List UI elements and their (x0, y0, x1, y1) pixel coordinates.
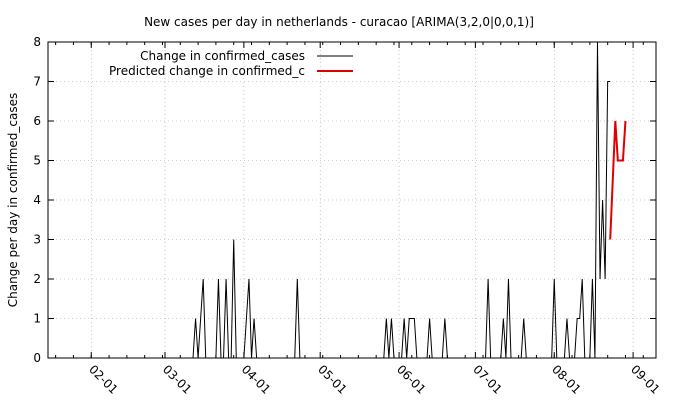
y-tick-label: 2 (33, 272, 41, 286)
chart-title: New cases per day in netherlands - curac… (144, 15, 534, 29)
y-tick-label: 6 (33, 114, 41, 128)
x-tick-label: 04-01 (239, 362, 274, 397)
x-tick-label: 02-01 (86, 362, 121, 397)
plot-area (157, 41, 627, 359)
legend-label: Change in confirmed_cases (140, 49, 305, 63)
x-tick-label: 06-01 (394, 362, 429, 397)
x-tick-label: 03-01 (160, 362, 195, 397)
x-tick-label: 05-01 (315, 362, 350, 397)
series-line-0 (157, 41, 611, 359)
x-tick-label: 08-01 (549, 362, 584, 397)
y-tick-label: 8 (33, 35, 41, 49)
x-axis: 02-01 03-01 04-01 05-01 06-01 07-01 08-01 09-01 (55, 42, 663, 397)
y-axis-label: Change per day in confirmed_cases (6, 93, 20, 308)
y-tick-label: 0 (33, 351, 41, 365)
y-tick-label: 3 (33, 233, 41, 247)
series-line-1 (609, 120, 627, 240)
grid (48, 42, 656, 358)
y-tick-label: 4 (33, 193, 41, 207)
x-tick-label: 07-01 (470, 362, 505, 397)
y-tick-label: 7 (33, 75, 41, 89)
y-tick-label: 5 (33, 154, 41, 168)
x-tick-label: 09-01 (628, 362, 663, 397)
y-axis: 0 1 2 3 4 5 6 7 8 (33, 35, 656, 365)
legend-label: Predicted change in confirmed_c (109, 64, 305, 78)
y-tick-label: 1 (33, 312, 41, 326)
